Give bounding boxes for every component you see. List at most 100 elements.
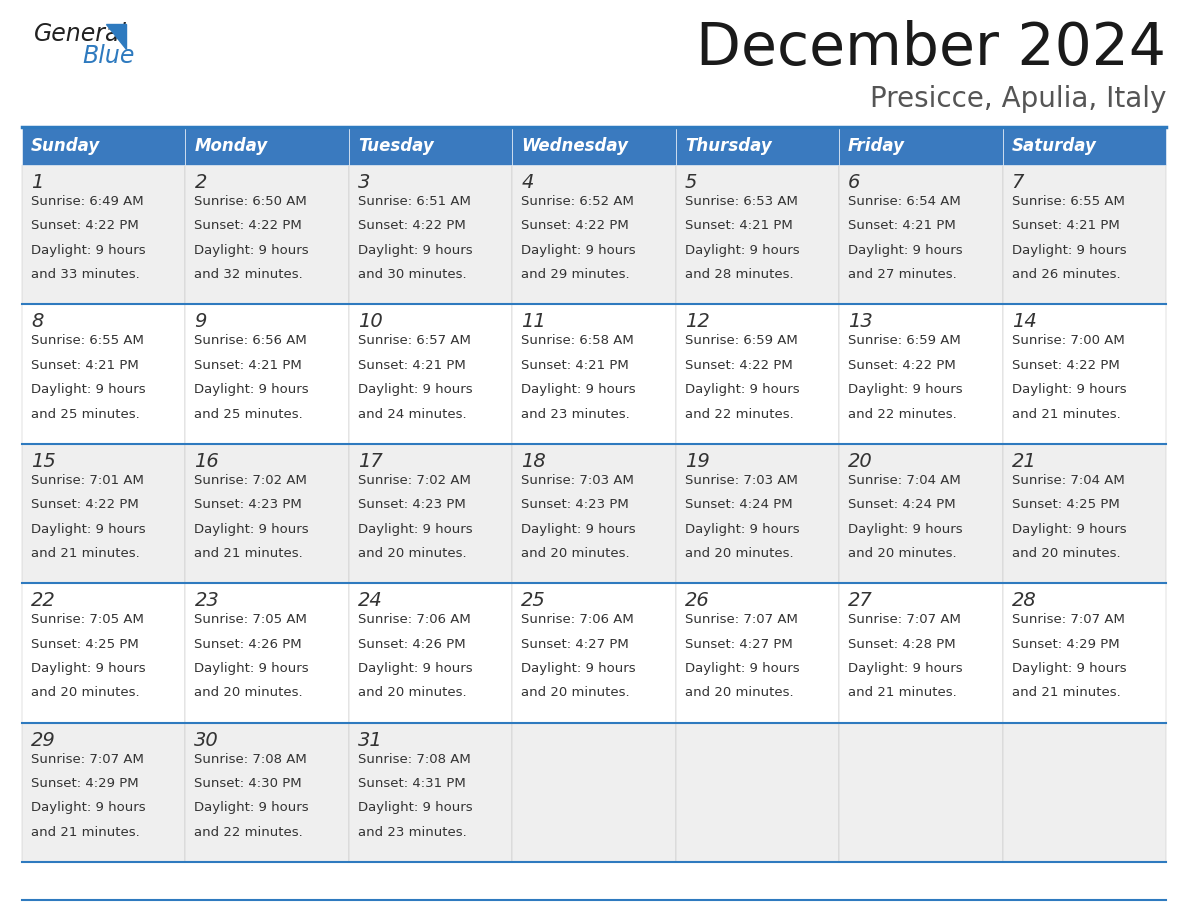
Text: 23: 23: [195, 591, 219, 610]
Text: Sunset: 4:21 PM: Sunset: 4:21 PM: [358, 359, 466, 372]
Text: Daylight: 9 hours: Daylight: 9 hours: [31, 383, 146, 397]
Text: Sunrise: 6:55 AM: Sunrise: 6:55 AM: [1011, 195, 1125, 208]
Text: Sunset: 4:25 PM: Sunset: 4:25 PM: [31, 638, 139, 651]
Text: Daylight: 9 hours: Daylight: 9 hours: [522, 662, 636, 675]
Text: Sunrise: 6:54 AM: Sunrise: 6:54 AM: [848, 195, 961, 208]
Text: Daylight: 9 hours: Daylight: 9 hours: [848, 244, 962, 257]
Bar: [512, 583, 676, 722]
Text: Daylight: 9 hours: Daylight: 9 hours: [684, 383, 800, 397]
Text: Daylight: 9 hours: Daylight: 9 hours: [358, 244, 473, 257]
Text: Sunset: 4:31 PM: Sunset: 4:31 PM: [358, 777, 466, 790]
Bar: [1003, 127, 1165, 165]
Text: Daylight: 9 hours: Daylight: 9 hours: [358, 383, 473, 397]
Text: and 20 minutes.: and 20 minutes.: [31, 687, 140, 700]
Bar: [23, 443, 185, 583]
Text: and 22 minutes.: and 22 minutes.: [684, 408, 794, 420]
Text: Sunset: 4:25 PM: Sunset: 4:25 PM: [1011, 498, 1119, 511]
Text: Sunset: 4:22 PM: Sunset: 4:22 PM: [684, 359, 792, 372]
Text: December 2024: December 2024: [696, 20, 1165, 77]
Text: Sunrise: 7:05 AM: Sunrise: 7:05 AM: [31, 613, 144, 626]
Text: Sunrise: 7:06 AM: Sunrise: 7:06 AM: [522, 613, 634, 626]
Bar: [185, 443, 349, 583]
Text: Sunrise: 7:00 AM: Sunrise: 7:00 AM: [1011, 334, 1124, 347]
Text: Sunrise: 7:01 AM: Sunrise: 7:01 AM: [31, 474, 144, 487]
Bar: [839, 165, 1003, 305]
Text: and 20 minutes.: and 20 minutes.: [684, 547, 794, 560]
Bar: [349, 127, 512, 165]
Text: Sunset: 4:23 PM: Sunset: 4:23 PM: [195, 498, 302, 511]
Text: Sunrise: 7:07 AM: Sunrise: 7:07 AM: [684, 613, 797, 626]
Text: 9: 9: [195, 312, 207, 331]
Bar: [839, 127, 1003, 165]
Text: Sunrise: 6:50 AM: Sunrise: 6:50 AM: [195, 195, 308, 208]
Bar: [349, 165, 512, 305]
Text: Sunrise: 7:08 AM: Sunrise: 7:08 AM: [358, 753, 470, 766]
Bar: [23, 127, 185, 165]
Text: Daylight: 9 hours: Daylight: 9 hours: [522, 383, 636, 397]
Text: Sunrise: 7:07 AM: Sunrise: 7:07 AM: [848, 613, 961, 626]
Text: and 20 minutes.: and 20 minutes.: [358, 547, 467, 560]
Text: Sunset: 4:22 PM: Sunset: 4:22 PM: [1011, 359, 1119, 372]
Text: 7: 7: [1011, 173, 1024, 192]
Text: 21: 21: [1011, 452, 1036, 471]
Text: Sunrise: 7:04 AM: Sunrise: 7:04 AM: [1011, 474, 1124, 487]
Text: 28: 28: [1011, 591, 1036, 610]
Bar: [839, 305, 1003, 443]
Text: and 21 minutes.: and 21 minutes.: [848, 687, 956, 700]
Bar: [349, 583, 512, 722]
Text: Wednesday: Wednesday: [522, 137, 628, 155]
Text: 15: 15: [31, 452, 56, 471]
Bar: [839, 722, 1003, 862]
Text: Monday: Monday: [195, 137, 267, 155]
Text: Friday: Friday: [848, 137, 905, 155]
Text: 3: 3: [358, 173, 371, 192]
Text: Sunrise: 7:07 AM: Sunrise: 7:07 AM: [31, 753, 144, 766]
Bar: [1003, 583, 1165, 722]
Text: 22: 22: [31, 591, 56, 610]
Text: Sunrise: 6:56 AM: Sunrise: 6:56 AM: [195, 334, 308, 347]
Text: and 20 minutes.: and 20 minutes.: [195, 687, 303, 700]
Text: Daylight: 9 hours: Daylight: 9 hours: [358, 801, 473, 814]
Text: 5: 5: [684, 173, 697, 192]
Text: and 20 minutes.: and 20 minutes.: [522, 547, 630, 560]
Text: Sunset: 4:24 PM: Sunset: 4:24 PM: [684, 498, 792, 511]
Text: Presicce, Apulia, Italy: Presicce, Apulia, Italy: [870, 85, 1165, 113]
Text: and 20 minutes.: and 20 minutes.: [358, 687, 467, 700]
Text: 2: 2: [195, 173, 207, 192]
Text: and 24 minutes.: and 24 minutes.: [358, 408, 467, 420]
Text: 14: 14: [1011, 312, 1036, 331]
Text: and 20 minutes.: and 20 minutes.: [522, 687, 630, 700]
Bar: [1003, 443, 1165, 583]
Text: 8: 8: [31, 312, 44, 331]
Text: Daylight: 9 hours: Daylight: 9 hours: [1011, 522, 1126, 535]
Text: 26: 26: [684, 591, 709, 610]
Text: Daylight: 9 hours: Daylight: 9 hours: [684, 662, 800, 675]
Text: 6: 6: [848, 173, 860, 192]
Text: Daylight: 9 hours: Daylight: 9 hours: [358, 662, 473, 675]
Text: Sunset: 4:22 PM: Sunset: 4:22 PM: [522, 219, 628, 232]
Text: Daylight: 9 hours: Daylight: 9 hours: [195, 383, 309, 397]
Bar: [349, 443, 512, 583]
Text: Sunset: 4:27 PM: Sunset: 4:27 PM: [522, 638, 628, 651]
Text: Sunset: 4:21 PM: Sunset: 4:21 PM: [31, 359, 139, 372]
Text: Sunrise: 7:03 AM: Sunrise: 7:03 AM: [684, 474, 797, 487]
Text: Sunrise: 6:51 AM: Sunrise: 6:51 AM: [358, 195, 470, 208]
Text: Blue: Blue: [82, 44, 134, 68]
Text: Sunset: 4:28 PM: Sunset: 4:28 PM: [848, 638, 956, 651]
Bar: [23, 305, 185, 443]
Text: Sunset: 4:23 PM: Sunset: 4:23 PM: [522, 498, 628, 511]
Bar: [185, 305, 349, 443]
Bar: [349, 305, 512, 443]
Text: and 23 minutes.: and 23 minutes.: [358, 826, 467, 839]
Text: 13: 13: [848, 312, 873, 331]
Text: Daylight: 9 hours: Daylight: 9 hours: [848, 522, 962, 535]
Text: and 26 minutes.: and 26 minutes.: [1011, 268, 1120, 281]
Text: and 30 minutes.: and 30 minutes.: [358, 268, 467, 281]
Text: 25: 25: [522, 591, 546, 610]
Text: General: General: [34, 22, 127, 46]
Text: 24: 24: [358, 591, 383, 610]
Text: Daylight: 9 hours: Daylight: 9 hours: [195, 662, 309, 675]
Text: Sunset: 4:23 PM: Sunset: 4:23 PM: [358, 498, 466, 511]
Bar: [23, 583, 185, 722]
Text: 31: 31: [358, 731, 383, 750]
